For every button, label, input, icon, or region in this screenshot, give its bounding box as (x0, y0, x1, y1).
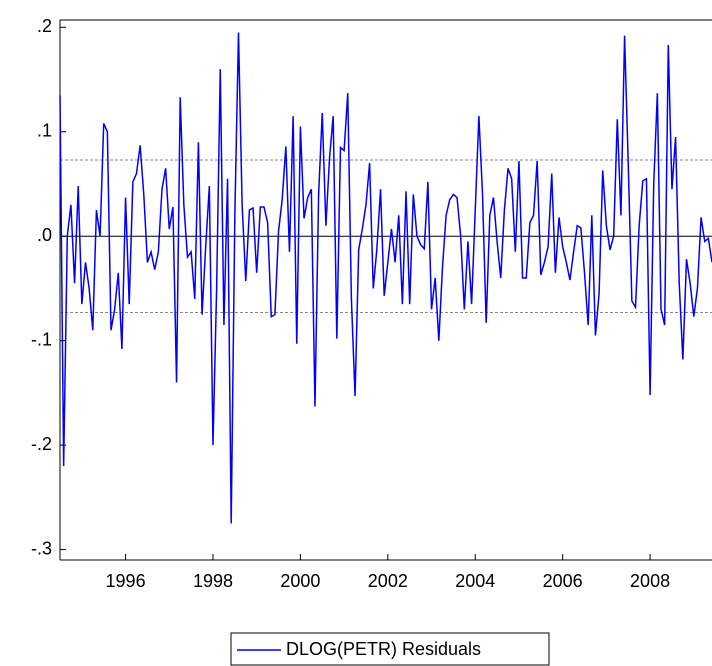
x-tick-label: 1998 (193, 571, 233, 591)
y-tick-label: .0 (37, 225, 52, 245)
legend-label: DLOG(PETR) Residuals (286, 639, 481, 659)
x-tick-label: 2006 (543, 571, 583, 591)
x-tick-label: 2000 (280, 571, 320, 591)
legend-box (230, 632, 550, 666)
series-line (59, 32, 712, 524)
y-tick-label: -.1 (31, 329, 52, 349)
x-tick-label: 2002 (368, 571, 408, 591)
y-tick-label: .1 (37, 121, 52, 141)
y-tick-label: .2 (37, 16, 52, 36)
x-tick-label: 2004 (455, 571, 495, 591)
x-tick-label: 1996 (106, 571, 146, 591)
y-tick-label: -.3 (31, 538, 52, 558)
x-tick-label: 2008 (630, 571, 670, 591)
y-tick-label: -.2 (31, 434, 52, 454)
